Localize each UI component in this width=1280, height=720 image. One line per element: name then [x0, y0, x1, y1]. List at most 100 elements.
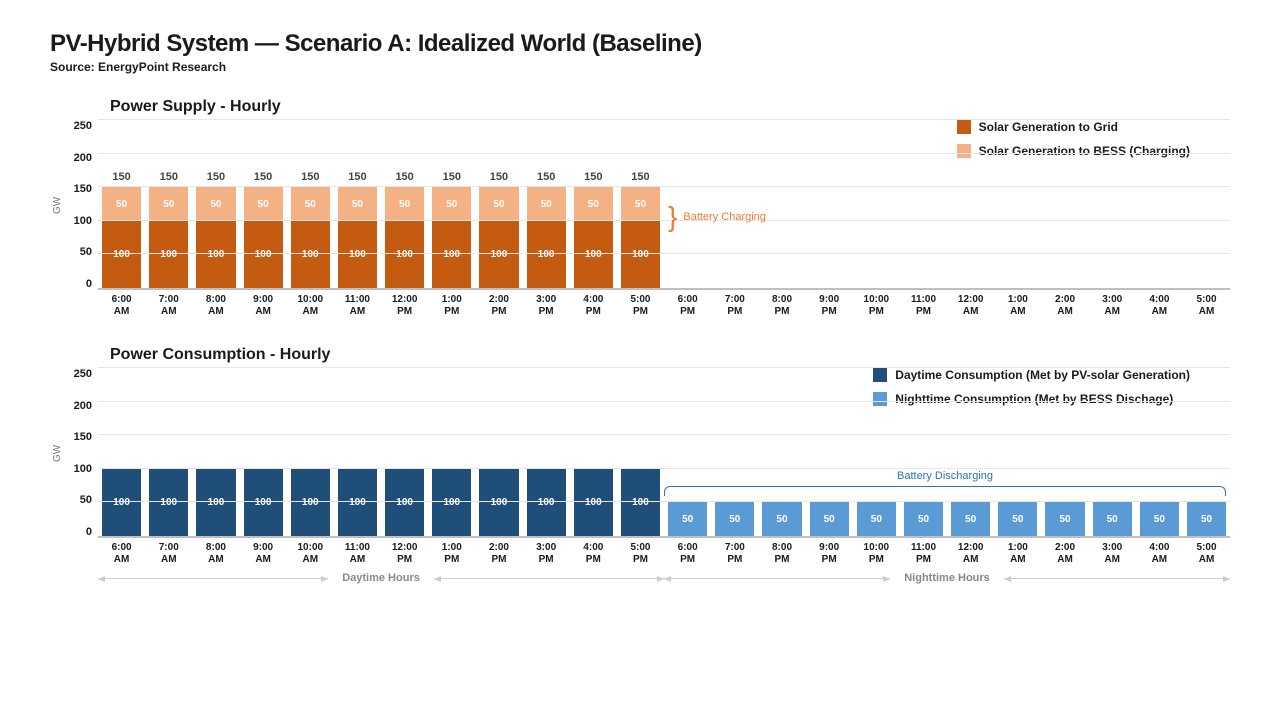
discharging-annotation: Battery Discharging	[664, 470, 1226, 496]
bar-slot: 100	[287, 368, 334, 536]
bar-segment-night: 50	[762, 502, 801, 536]
bar-slot: 100	[381, 368, 428, 536]
x-tick: 7:00AM	[145, 290, 192, 318]
x-tick: 7:00AM	[145, 538, 192, 566]
bar-segment-grid: 100	[527, 221, 566, 288]
bar-segment-day: 100	[385, 469, 424, 536]
bar-slot: 10050150	[617, 120, 664, 288]
x-tick: 12:00PM	[381, 538, 428, 566]
bar-segment-grid: 100	[338, 221, 377, 288]
x-tick: 8:00PM	[758, 290, 805, 318]
bar-slot	[758, 120, 805, 288]
x-tick: 10:00PM	[853, 538, 900, 566]
x-tick: 12:00AM	[947, 538, 994, 566]
bar-segment-day: 100	[196, 469, 235, 536]
bar-segment-night: 50	[810, 502, 849, 536]
supply-x-axis: 6:00AM7:00AM8:00AM9:00AM10:00AM11:00AM12…	[98, 290, 1230, 318]
bar-segment-grid: 100	[244, 221, 283, 288]
bar-segment-bess: 50	[574, 187, 613, 221]
bar-slot: 10050150	[287, 120, 334, 288]
bar-segment-night: 50	[715, 502, 754, 536]
bar-segment-night: 50	[998, 502, 1037, 536]
y-tick: 200	[68, 152, 92, 164]
annotation-text: Battery Charging	[683, 211, 766, 223]
bracket-icon: }	[668, 210, 677, 224]
bar-slot: 100	[98, 368, 145, 536]
bar-total-label: 150	[381, 171, 428, 183]
x-tick: 2:00PM	[475, 538, 522, 566]
bracket-icon	[664, 486, 1226, 496]
bar-slot: 100	[428, 368, 475, 536]
bar-segment-bess: 50	[102, 187, 141, 221]
consumption-plot: 1001001001001001001001001001001001005050…	[98, 368, 1230, 538]
bar-segment-bess: 50	[196, 187, 235, 221]
bar-segment-night: 50	[857, 502, 896, 536]
bar-slot: 100	[240, 368, 287, 536]
supply-plot: 1005015010050150100501501005015010050150…	[98, 120, 1230, 290]
y-tick: 100	[68, 215, 92, 227]
y-tick: 100	[68, 463, 92, 475]
bar-segment-day: 100	[527, 469, 566, 536]
x-tick: 2:00AM	[1041, 538, 1088, 566]
x-tick: 5:00AM	[1183, 538, 1230, 566]
consumption-x-axis: 6:00AM7:00AM8:00AM9:00AM10:00AM11:00AM12…	[98, 538, 1230, 566]
bar-total-label: 150	[570, 171, 617, 183]
bar-slot: 100	[145, 368, 192, 536]
bar-segment-grid: 100	[196, 221, 235, 288]
charging-annotation: } Battery Charging	[668, 210, 766, 224]
bar-total-label: 150	[240, 171, 287, 183]
supply-y-label: GW	[50, 120, 68, 290]
bar-slot: 50	[853, 368, 900, 536]
annotation-text: Battery Discharging	[664, 470, 1226, 482]
bar-slot: 100	[617, 368, 664, 536]
bar-segment-bess: 50	[527, 187, 566, 221]
consumption-chart-title: Power Consumption - Hourly	[110, 346, 1230, 364]
bar-total-label: 150	[617, 171, 664, 183]
x-tick: 5:00AM	[1183, 290, 1230, 318]
x-tick: 3:00PM	[523, 538, 570, 566]
x-tick: 6:00AM	[98, 290, 145, 318]
y-tick: 50	[68, 494, 92, 506]
x-tick: 12:00AM	[947, 290, 994, 318]
bar-slot: 100	[334, 368, 381, 536]
time-period-axis: Daytime Hours Nighttime Hours	[98, 572, 1230, 584]
bar-segment-grid: 100	[432, 221, 471, 288]
bar-total-label: 150	[334, 171, 381, 183]
daytime-label: Daytime Hours	[328, 572, 434, 584]
bar-segment-grid: 100	[621, 221, 660, 288]
x-tick: 5:00PM	[617, 290, 664, 318]
bar-slot: 100	[523, 368, 570, 536]
bar-segment-bess: 50	[291, 187, 330, 221]
x-tick: 3:00PM	[523, 290, 570, 318]
bar-slot: 10050150	[334, 120, 381, 288]
page-title: PV-Hybrid System — Scenario A: Idealized…	[50, 30, 1230, 58]
x-tick: 4:00PM	[570, 290, 617, 318]
x-tick: 11:00PM	[900, 538, 947, 566]
bar-segment-bess: 50	[479, 187, 518, 221]
bar-total-label: 150	[287, 171, 334, 183]
x-tick: 1:00AM	[994, 538, 1041, 566]
nighttime-label: Nighttime Hours	[890, 572, 1004, 584]
x-tick: 6:00PM	[664, 290, 711, 318]
x-tick: 11:00AM	[334, 538, 381, 566]
page-source: Source: EnergyPoint Research	[50, 60, 1230, 74]
bar-segment-night: 50	[951, 502, 990, 536]
bar-slot	[1041, 120, 1088, 288]
x-tick: 6:00AM	[98, 538, 145, 566]
bar-slot	[1089, 120, 1136, 288]
y-tick: 250	[68, 368, 92, 380]
x-tick: 11:00AM	[334, 290, 381, 318]
bar-segment-day: 100	[149, 469, 188, 536]
x-tick: 7:00PM	[711, 290, 758, 318]
consumption-y-axis: 050100150200250	[68, 368, 98, 538]
bar-slot: 50	[664, 368, 711, 536]
bar-slot: 50	[1041, 368, 1088, 536]
bar-slot: 10050150	[570, 120, 617, 288]
x-tick: 9:00PM	[806, 290, 853, 318]
bar-slot: 10050150	[145, 120, 192, 288]
bar-slot: 50	[947, 368, 994, 536]
bar-segment-night: 50	[904, 502, 943, 536]
x-tick: 10:00AM	[287, 290, 334, 318]
x-tick: 3:00AM	[1089, 538, 1136, 566]
bar-segment-night: 50	[1093, 502, 1132, 536]
